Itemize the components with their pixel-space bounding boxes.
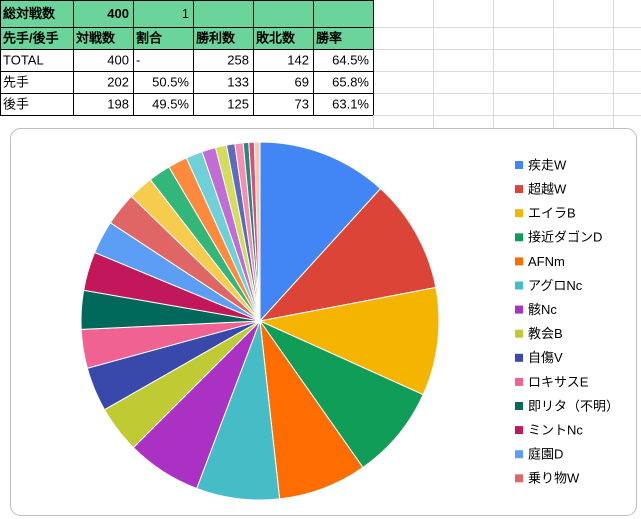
legend-swatch bbox=[515, 185, 523, 194]
cell: 総対戦数 bbox=[3, 6, 56, 21]
legend-swatch bbox=[515, 281, 523, 290]
pie-slice bbox=[253, 141, 261, 322]
cell: 63.1% bbox=[332, 96, 369, 111]
legend-label: エイラB bbox=[528, 206, 576, 221]
legend-label: 超越W bbox=[528, 182, 567, 197]
header-fill bbox=[0, 0, 373, 49]
legend-label: 自傷V bbox=[528, 350, 563, 365]
legend-swatch bbox=[515, 305, 523, 314]
cell: 73 bbox=[295, 96, 309, 111]
legend-label: 骸Nc bbox=[528, 302, 557, 317]
legend-swatch bbox=[515, 353, 523, 362]
cell: 133 bbox=[227, 74, 249, 89]
cell: 先手/後手 bbox=[3, 30, 59, 45]
legend-swatch bbox=[515, 161, 523, 169]
legend-label: 即リタ（不明） bbox=[528, 398, 619, 413]
cell: 勝率 bbox=[316, 30, 342, 45]
legend-label: 接近ダゴンD bbox=[528, 230, 602, 245]
cell: 1 bbox=[182, 6, 189, 21]
cell: 49.5% bbox=[152, 96, 189, 111]
cell: 勝利数 bbox=[196, 30, 236, 45]
pie-chart: 疾走W 超越W エイラB 接近ダゴンD AFNm アグロNc 骸Nc 教会B 自傷V ロキサスE 即… bbox=[80, 141, 619, 501]
cell: 400 bbox=[107, 52, 129, 67]
cell: 65.8% bbox=[332, 74, 369, 89]
legend-label: ロキサスE bbox=[528, 374, 589, 389]
legend-label: 庭園D bbox=[528, 447, 563, 462]
legend-swatch bbox=[515, 377, 523, 386]
cell: 後手 bbox=[3, 96, 29, 111]
pie-slice bbox=[259, 141, 382, 323]
pie-slice bbox=[258, 286, 440, 396]
cell: 198 bbox=[107, 96, 129, 111]
cell: 50.5% bbox=[152, 74, 189, 89]
cell: 142 bbox=[287, 52, 309, 67]
legend-label: 教会B bbox=[528, 326, 563, 341]
legend-swatch bbox=[515, 450, 523, 459]
cell: 敗北数 bbox=[256, 30, 296, 45]
legend-label: 疾走W bbox=[528, 157, 567, 172]
legend-swatch bbox=[515, 474, 523, 483]
cell: 258 bbox=[227, 52, 249, 67]
cell: 先手 bbox=[3, 74, 29, 89]
legend-label: 乗り物W bbox=[528, 471, 580, 486]
pie-slice bbox=[258, 187, 437, 322]
cell: 69 bbox=[295, 74, 309, 89]
legend-swatch bbox=[515, 402, 523, 410]
cell: 400 bbox=[107, 6, 129, 21]
legend-swatch bbox=[515, 209, 523, 218]
cell: 125 bbox=[227, 96, 249, 111]
legend-label: AFNm bbox=[528, 254, 565, 269]
pie-slice bbox=[258, 319, 424, 469]
legend-swatch bbox=[515, 329, 523, 338]
grid bbox=[373, 0, 641, 130]
cell: 64.5% bbox=[332, 52, 369, 67]
legend-swatch bbox=[515, 426, 523, 435]
legend-swatch bbox=[515, 233, 523, 242]
pie-slice bbox=[259, 320, 364, 500]
legend-label: アグロNc bbox=[528, 278, 583, 293]
cell: TOTAL bbox=[3, 52, 44, 67]
cell: 対戦数 bbox=[75, 30, 116, 45]
cell: - bbox=[136, 52, 140, 67]
cell: 割合 bbox=[136, 30, 163, 45]
cell: 202 bbox=[107, 74, 129, 89]
legend-swatch bbox=[515, 257, 523, 266]
legend-label: ミントNc bbox=[528, 423, 583, 438]
